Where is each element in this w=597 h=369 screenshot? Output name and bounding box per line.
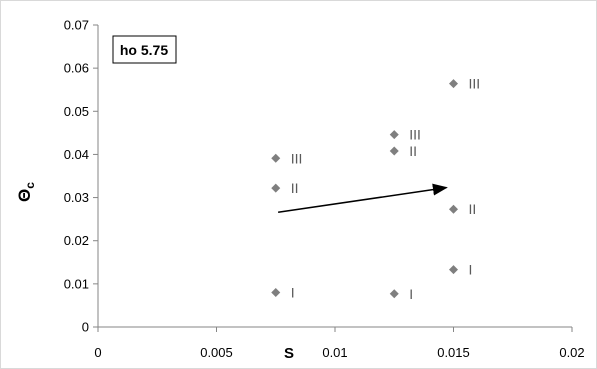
trend-arrow	[278, 183, 448, 213]
y-axis-title: Θc	[15, 182, 37, 202]
y-tick-label: 0.04	[64, 147, 89, 162]
y-axis-title-main: Θ	[15, 189, 34, 202]
x-tick-label: 0.01	[322, 345, 347, 360]
data-point-marker	[271, 153, 281, 163]
data-point-label: I	[291, 284, 295, 300]
annotation-text: ho 5.75	[120, 42, 168, 58]
x-tick-label: 0.005	[200, 345, 233, 360]
data-point-label: II	[469, 201, 477, 217]
x-axis-ticks: 0 0.005 0.01 0.015 0.02	[94, 327, 585, 360]
x-tick-label: 0	[94, 345, 101, 360]
y-axis-ticks: 0 0.01 0.02 0.03 0.04 0.05 0.06 0.07	[64, 18, 98, 335]
x-axis-title: S	[284, 345, 294, 362]
y-tick-label: 0.01	[64, 276, 89, 291]
data-point-marker	[271, 287, 281, 297]
data-point-label: I	[409, 286, 413, 302]
y-axis-title-subscript: c	[23, 182, 37, 189]
data-point-label: II	[291, 180, 299, 196]
data-point-label: I	[469, 262, 473, 278]
data-point-marker	[449, 79, 458, 89]
data-point-label: III	[291, 150, 303, 166]
data-point-label: III	[469, 76, 481, 92]
y-tick-label: 0	[82, 320, 89, 335]
annotation-box	[112, 35, 177, 64]
data-point-marker	[449, 204, 458, 214]
x-tick-label: 0.02	[559, 345, 584, 360]
data-point-marker	[389, 289, 399, 299]
y-tick-label: 0.02	[64, 233, 89, 248]
y-tick-label: 0.07	[64, 18, 89, 33]
data-point-marker	[389, 146, 399, 156]
data-point-label: III	[409, 127, 421, 143]
y-tick-label: 0.03	[64, 190, 89, 205]
data-point-marker	[449, 265, 458, 275]
x-tick-label: 0.015	[437, 345, 470, 360]
data-point-marker	[389, 130, 399, 140]
data-point-marker	[271, 183, 281, 193]
data-point-label: II	[409, 143, 417, 159]
y-tick-label: 0.05	[64, 104, 89, 119]
y-tick-label: 0.06	[64, 61, 89, 76]
